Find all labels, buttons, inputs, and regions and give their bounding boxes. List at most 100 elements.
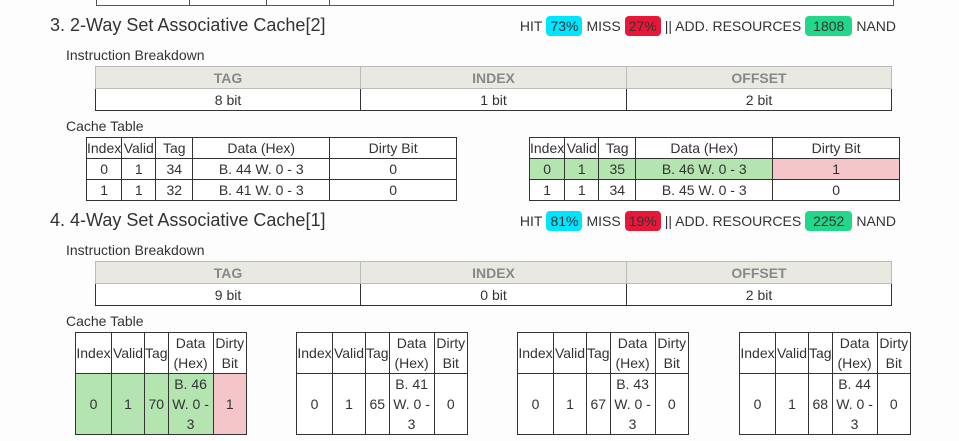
instruction-breakdown-table: TAG INDEX OFFSET 9 bit 0 bit 2 bit <box>95 261 892 306</box>
table-row: 0 1 68 B. 44 W. 0 - 3 0 <box>739 373 912 435</box>
index-header: INDEX <box>360 66 627 89</box>
cell-dirty: 0 <box>433 373 469 435</box>
cell-data: B. 41 W. 0 - 3 <box>388 373 435 435</box>
cell-data: B. 46 W. 0 - 3 <box>167 373 214 435</box>
previous-table-bottom <box>96 0 894 6</box>
cell-valid: 1 <box>553 373 587 435</box>
cell-tag: 68 <box>808 373 833 435</box>
cache-way-table: Index Valid Tag Data (Hex) Dirty Bit 0 1… <box>528 137 900 201</box>
cache-way-table: Index Valid Tag Data (Hex) Dirty Bit 0 1… <box>296 332 469 435</box>
col-valid: Valid <box>111 332 145 374</box>
cell-tag: 67 <box>586 373 611 435</box>
cell-data: B. 43 W. 0 - 3 <box>609 373 656 435</box>
col-tag: Tag <box>365 332 390 374</box>
index-bits: 0 bit <box>360 283 627 306</box>
col-valid: Valid <box>775 332 809 374</box>
cell-index: 1 <box>528 179 566 201</box>
cell-index: 0 <box>517 373 554 435</box>
col-dirty: Dirty Bit <box>212 332 248 374</box>
col-tag: Tag <box>808 332 833 374</box>
cell-dirty: 0 <box>329 179 457 201</box>
col-dirty: Dirty Bit <box>876 332 912 374</box>
col-valid: Valid <box>121 137 157 159</box>
col-tag: Tag <box>144 332 169 374</box>
cell-dirty: 0 <box>654 373 690 435</box>
table-row: 0 1 67 B. 43 W. 0 - 3 0 <box>517 373 690 435</box>
cell-valid: 1 <box>775 373 809 435</box>
col-tag: Tag <box>586 332 611 374</box>
table-row: 0 1 34 B. 44 W. 0 - 3 0 <box>85 158 457 180</box>
cache-table-label: Cache Table <box>66 118 144 134</box>
cell-tag: 34 <box>155 158 194 180</box>
col-data: Data (Hex) <box>609 332 656 374</box>
col-index: Index <box>739 332 776 374</box>
col-index: Index <box>528 137 566 159</box>
col-data: Data (Hex) <box>167 332 214 374</box>
col-index: Index <box>85 137 123 159</box>
section-title: 3. 2-Way Set Associative Cache[2] <box>50 15 326 35</box>
stats-bar: HIT 81% MISS 19% || ADD. RESOURCES 2252 … <box>520 211 896 231</box>
resources-label: || ADD. RESOURCES <box>664 213 802 229</box>
resources-unit: NAND <box>856 213 896 229</box>
cell-index: 0 <box>739 373 776 435</box>
cell-data: B. 41 W. 0 - 3 <box>192 179 331 201</box>
cell-tag: 70 <box>144 373 169 435</box>
col-dirty: Dirty Bit <box>433 332 469 374</box>
table-row: 1 1 34 B. 45 W. 0 - 3 0 <box>528 179 900 201</box>
cell-dirty: 0 <box>876 373 912 435</box>
cell-valid: 1 <box>564 179 600 201</box>
instruction-breakdown-label: Instruction Breakdown <box>66 47 205 63</box>
cell-tag: 32 <box>155 179 194 201</box>
resources-badge: 2252 <box>805 211 853 231</box>
tag-header: TAG <box>95 66 361 89</box>
resources-label: || ADD. RESOURCES <box>664 18 802 34</box>
cache-way-table: Index Valid Tag Data (Hex) Dirty Bit 0 1… <box>75 332 248 435</box>
instruction-breakdown-label: Instruction Breakdown <box>66 242 205 258</box>
hit-label: HIT <box>519 213 543 229</box>
cell-valid: 1 <box>111 373 145 435</box>
miss-badge: 19% <box>624 211 661 231</box>
offset-bits: 2 bit <box>626 283 892 306</box>
cache-way-table: Index Valid Tag Data (Hex) Dirty Bit 0 1… <box>85 137 457 201</box>
col-data: Data (Hex) <box>635 137 774 159</box>
col-tag: Tag <box>155 137 194 159</box>
col-index: Index <box>517 332 554 374</box>
resources-unit: NAND <box>856 18 896 34</box>
cell-data: B. 44 W. 0 - 3 <box>831 373 878 435</box>
cell-valid: 1 <box>564 158 600 180</box>
tag-bits: 9 bit <box>95 283 361 306</box>
cell-tag: 35 <box>598 158 637 180</box>
cell-index: 1 <box>85 179 123 201</box>
col-data: Data (Hex) <box>192 137 331 159</box>
offset-header: OFFSET <box>626 66 892 89</box>
cell-index: 0 <box>75 373 112 435</box>
cell-valid: 1 <box>332 373 366 435</box>
stats-bar: HIT 73% MISS 27% || ADD. RESOURCES 1808 … <box>520 16 896 36</box>
cell-data: B. 45 W. 0 - 3 <box>635 179 774 201</box>
index-bits: 1 bit <box>360 88 627 111</box>
col-valid: Valid <box>553 332 587 374</box>
cell-dirty: 0 <box>329 158 457 180</box>
col-dirty: Dirty Bit <box>654 332 690 374</box>
cell-dirty: 0 <box>772 179 900 201</box>
col-index: Index <box>296 332 333 374</box>
cell-index: 0 <box>85 158 123 180</box>
index-header: INDEX <box>360 261 627 284</box>
col-dirty: Dirty Bit <box>329 137 457 159</box>
cache-table-label: Cache Table <box>66 313 144 329</box>
section-title: 4. 4-Way Set Associative Cache[1] <box>50 210 326 230</box>
hit-label: HIT <box>519 18 543 34</box>
tag-header: TAG <box>95 261 361 284</box>
miss-label: MISS <box>586 18 621 34</box>
table-row: 1 1 32 B. 41 W. 0 - 3 0 <box>85 179 457 201</box>
cell-index: 0 <box>528 158 566 180</box>
col-dirty: Dirty Bit <box>772 137 900 159</box>
cell-index: 0 <box>296 373 333 435</box>
cell-valid: 1 <box>121 158 157 180</box>
cell-dirty: 1 <box>212 373 248 435</box>
hit-badge: 81% <box>546 211 583 231</box>
miss-badge: 27% <box>624 16 661 36</box>
table-row-recent: 0 1 35 B. 46 W. 0 - 3 1 <box>528 158 900 180</box>
hit-badge: 73% <box>546 16 583 36</box>
offset-bits: 2 bit <box>626 88 892 111</box>
